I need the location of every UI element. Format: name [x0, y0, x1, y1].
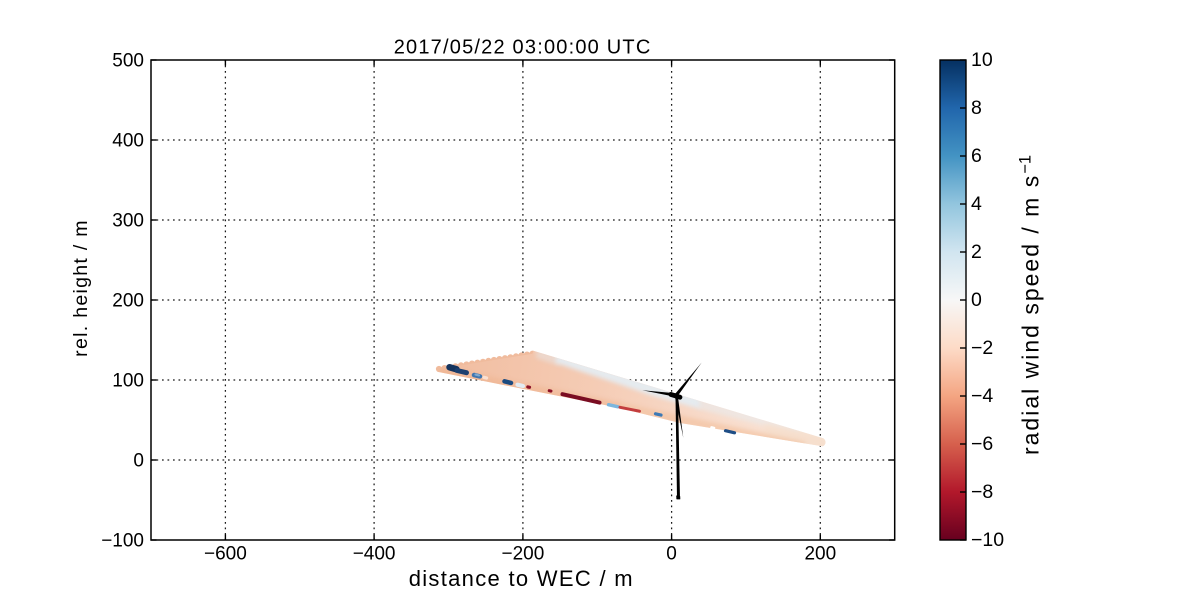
svg-text:−400: −400	[353, 544, 396, 565]
svg-text:−6: −6	[971, 433, 993, 455]
svg-text:2: 2	[971, 241, 982, 263]
svg-text:10: 10	[971, 49, 993, 71]
svg-text:−200: −200	[502, 544, 545, 565]
svg-text:−10: −10	[971, 529, 1004, 551]
svg-text:400: 400	[112, 130, 144, 151]
svg-text:distance to WEC / m: distance to WEC / m	[409, 566, 634, 591]
svg-text:8: 8	[971, 97, 982, 119]
svg-text:6: 6	[971, 145, 982, 167]
svg-text:−8: −8	[971, 481, 993, 503]
svg-text:0: 0	[666, 544, 677, 565]
svg-text:4: 4	[971, 193, 982, 215]
svg-text:−100: −100	[101, 530, 144, 551]
svg-text:−4: −4	[971, 385, 993, 407]
svg-text:radial wind speed / m s−1: radial wind speed / m s−1	[1017, 155, 1044, 455]
svg-text:rel. height / m: rel. height / m	[70, 219, 92, 357]
svg-text:300: 300	[112, 210, 144, 231]
svg-text:0: 0	[971, 289, 982, 311]
svg-text:0: 0	[133, 450, 144, 471]
svg-text:500: 500	[112, 50, 144, 71]
svg-text:2017/05/22 03:00:00 UTC: 2017/05/22 03:00:00 UTC	[394, 37, 652, 59]
svg-text:200: 200	[112, 290, 144, 311]
svg-text:−2: −2	[971, 337, 993, 359]
svg-text:200: 200	[804, 544, 836, 565]
svg-text:100: 100	[112, 370, 144, 391]
svg-text:−600: −600	[204, 544, 247, 565]
